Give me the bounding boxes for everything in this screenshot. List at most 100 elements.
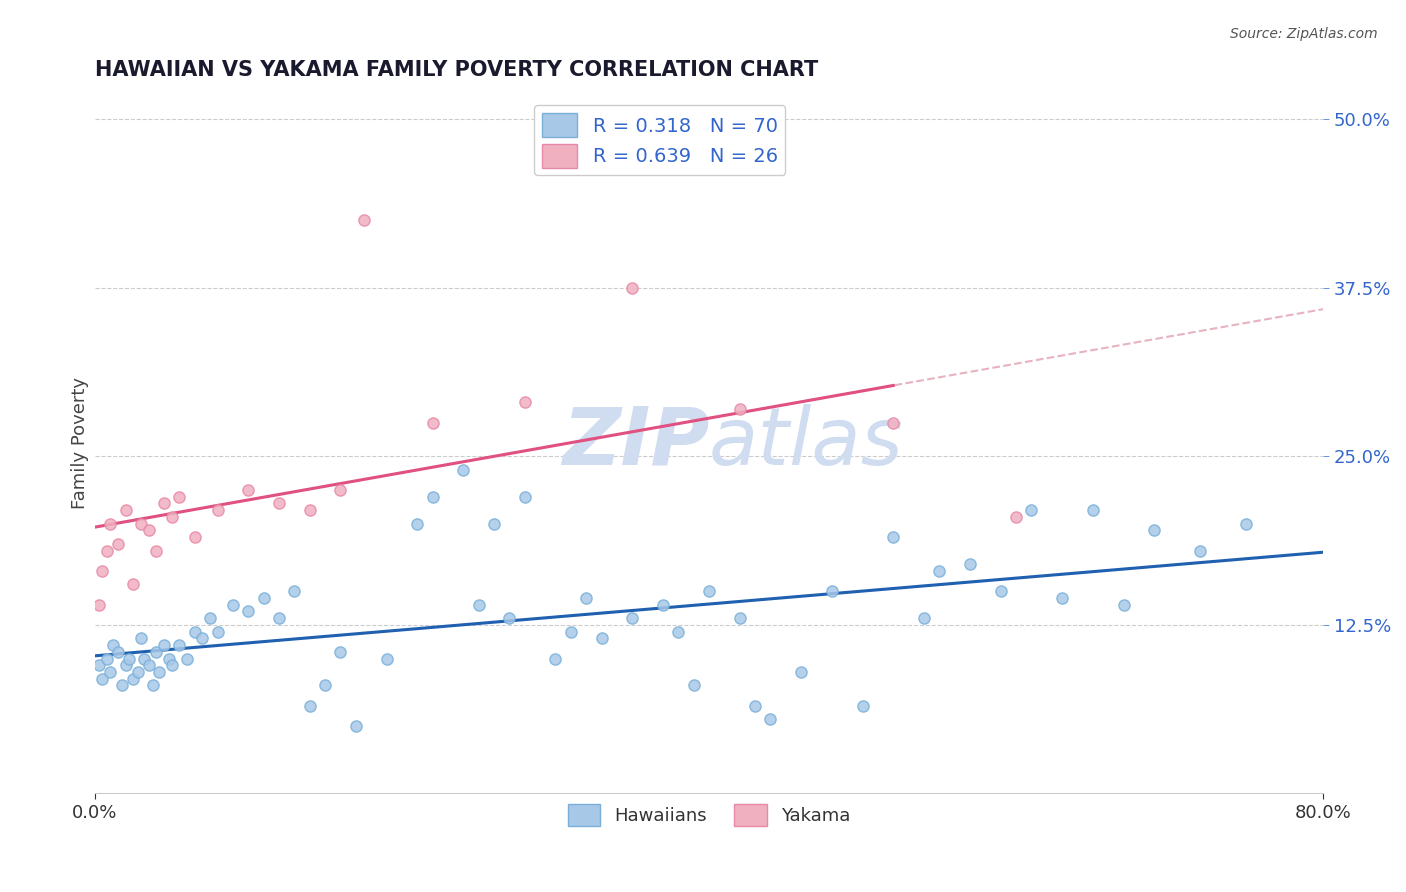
Point bbox=[621, 281, 644, 295]
Point bbox=[482, 516, 505, 531]
Point bbox=[728, 611, 751, 625]
Point bbox=[298, 698, 321, 713]
Point bbox=[114, 658, 136, 673]
Point bbox=[129, 516, 152, 531]
Point bbox=[912, 611, 935, 625]
Point bbox=[160, 510, 183, 524]
Point bbox=[621, 611, 644, 625]
Point bbox=[513, 395, 536, 409]
Point bbox=[267, 611, 290, 625]
Point bbox=[560, 624, 582, 639]
Point bbox=[422, 490, 444, 504]
Point bbox=[103, 638, 125, 652]
Point bbox=[167, 490, 190, 504]
Point bbox=[253, 591, 276, 605]
Point bbox=[959, 557, 981, 571]
Point bbox=[89, 598, 111, 612]
Point bbox=[697, 584, 720, 599]
Point bbox=[129, 632, 152, 646]
Legend: Hawaiians, Yakama: Hawaiians, Yakama bbox=[561, 797, 858, 833]
Point bbox=[344, 719, 367, 733]
Point bbox=[89, 658, 111, 673]
Point bbox=[91, 564, 114, 578]
Point bbox=[575, 591, 598, 605]
Point bbox=[98, 665, 121, 679]
Point bbox=[114, 503, 136, 517]
Point bbox=[238, 604, 260, 618]
Point bbox=[329, 645, 352, 659]
Point bbox=[153, 496, 176, 510]
Point bbox=[821, 584, 844, 599]
Point bbox=[138, 658, 160, 673]
Point bbox=[107, 537, 129, 551]
Point bbox=[652, 598, 675, 612]
Point bbox=[406, 516, 429, 531]
Point bbox=[283, 584, 305, 599]
Point bbox=[882, 530, 904, 544]
Point bbox=[160, 658, 183, 673]
Point bbox=[498, 611, 520, 625]
Point bbox=[467, 598, 489, 612]
Point bbox=[1081, 503, 1104, 517]
Point bbox=[1236, 516, 1258, 531]
Point bbox=[132, 651, 155, 665]
Point bbox=[513, 490, 536, 504]
Y-axis label: Family Poverty: Family Poverty bbox=[72, 376, 89, 508]
Point bbox=[98, 516, 121, 531]
Point bbox=[1050, 591, 1073, 605]
Point bbox=[591, 632, 613, 646]
Point bbox=[1005, 510, 1028, 524]
Point bbox=[167, 638, 190, 652]
Point bbox=[353, 213, 375, 227]
Point bbox=[759, 712, 782, 726]
Point bbox=[145, 645, 167, 659]
Point bbox=[928, 564, 950, 578]
Point bbox=[148, 665, 170, 679]
Text: HAWAIIAN VS YAKAMA FAMILY POVERTY CORRELATION CHART: HAWAIIAN VS YAKAMA FAMILY POVERTY CORREL… bbox=[94, 60, 818, 79]
Point bbox=[191, 632, 214, 646]
Point bbox=[1021, 503, 1043, 517]
Point bbox=[329, 483, 352, 497]
Point bbox=[682, 678, 704, 692]
Point bbox=[96, 651, 118, 665]
Point bbox=[238, 483, 260, 497]
Text: atlas: atlas bbox=[709, 404, 904, 482]
Point bbox=[882, 416, 904, 430]
Text: Source: ZipAtlas.com: Source: ZipAtlas.com bbox=[1230, 27, 1378, 41]
Point bbox=[107, 645, 129, 659]
Point bbox=[157, 651, 180, 665]
Point bbox=[790, 665, 813, 679]
Point bbox=[422, 416, 444, 430]
Point bbox=[111, 678, 134, 692]
Point bbox=[851, 698, 873, 713]
Point bbox=[222, 598, 245, 612]
Point bbox=[314, 678, 336, 692]
Point bbox=[91, 672, 114, 686]
Point bbox=[127, 665, 149, 679]
Point bbox=[183, 530, 205, 544]
Point bbox=[96, 543, 118, 558]
Point bbox=[122, 577, 145, 591]
Point bbox=[990, 584, 1012, 599]
Point bbox=[1143, 524, 1166, 538]
Point bbox=[138, 524, 160, 538]
Point bbox=[544, 651, 567, 665]
Point bbox=[207, 624, 229, 639]
Point bbox=[666, 624, 689, 639]
Point bbox=[728, 402, 751, 417]
Point bbox=[1112, 598, 1135, 612]
Point bbox=[145, 543, 167, 558]
Point bbox=[142, 678, 165, 692]
Point bbox=[122, 672, 145, 686]
Point bbox=[267, 496, 290, 510]
Point bbox=[298, 503, 321, 517]
Point bbox=[117, 651, 139, 665]
Point bbox=[183, 624, 205, 639]
Point bbox=[207, 503, 229, 517]
Point bbox=[198, 611, 221, 625]
Point bbox=[453, 463, 475, 477]
Point bbox=[375, 651, 398, 665]
Point bbox=[153, 638, 176, 652]
Point bbox=[176, 651, 198, 665]
Point bbox=[1189, 543, 1212, 558]
